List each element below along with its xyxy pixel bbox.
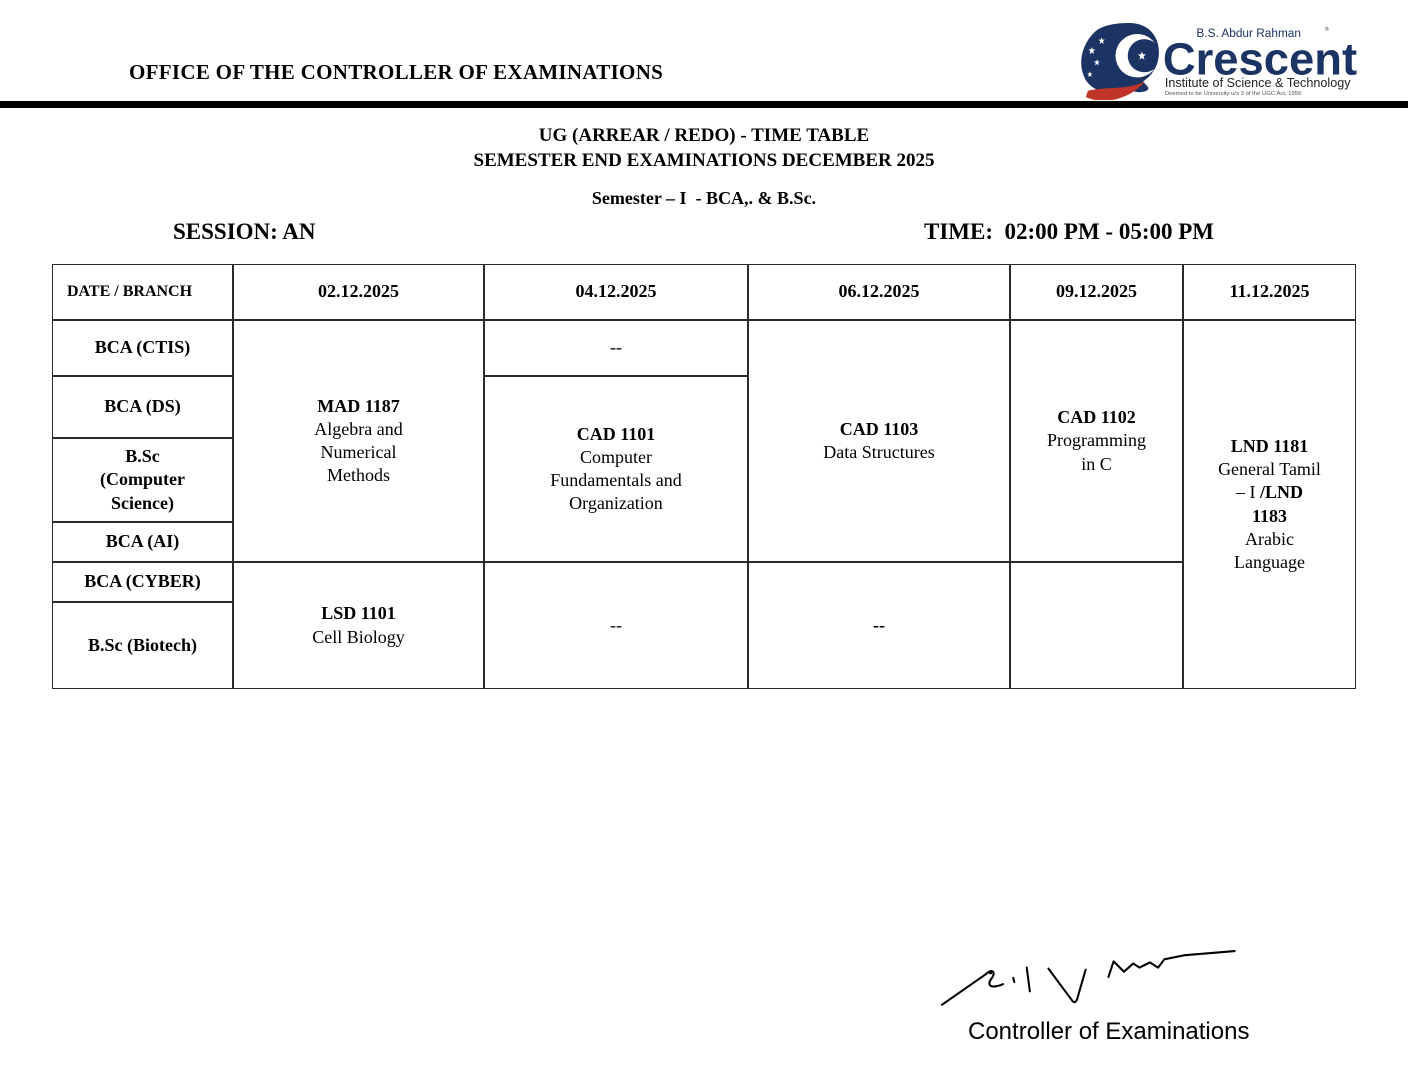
svg-text:Institute of Science & Technol: Institute of Science & Technology xyxy=(1165,76,1351,90)
svg-text:Deemed to be University u/s 3: Deemed to be University u/s 3 of the UGC… xyxy=(1165,91,1302,97)
svg-text:®: ® xyxy=(1325,26,1329,33)
